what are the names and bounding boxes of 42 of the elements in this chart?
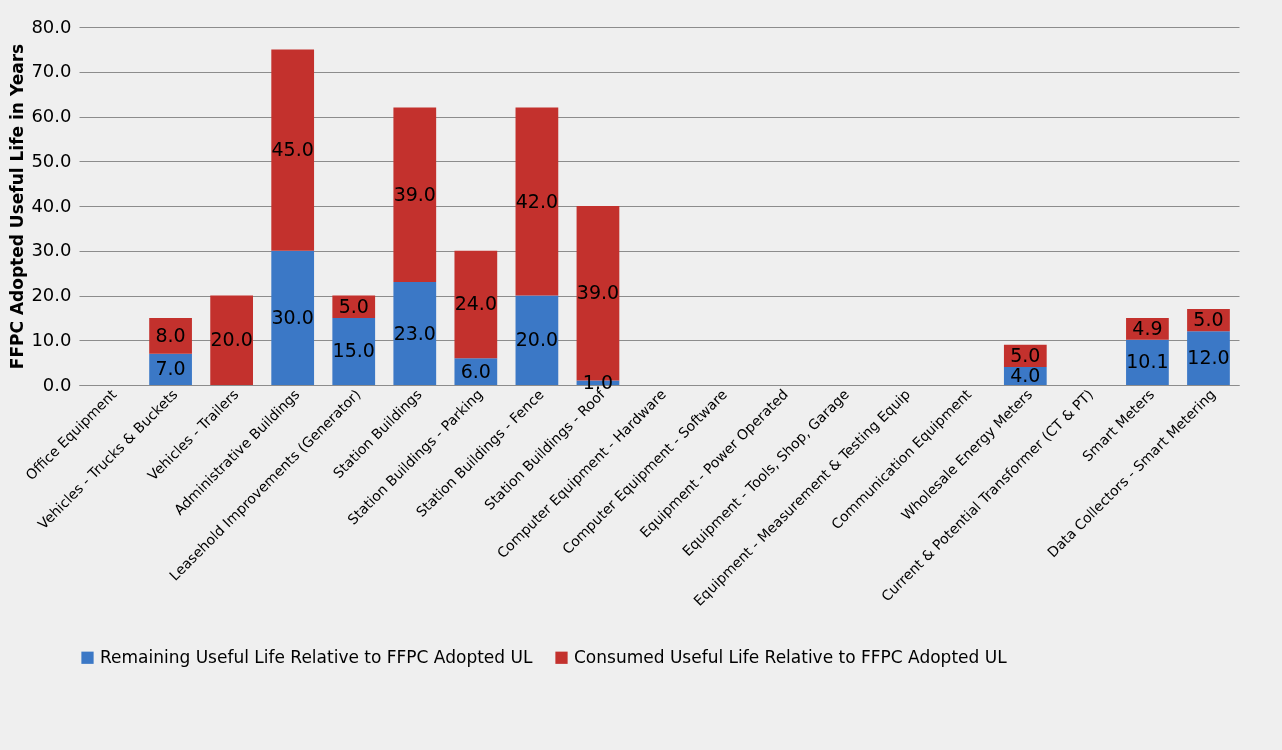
y-tick-label: 20.0 <box>31 284 72 305</box>
data-label: 39.0 <box>576 281 620 304</box>
y-tick-label: 80.0 <box>31 15 72 37</box>
data-label: 5.0 <box>338 294 369 317</box>
y-axis-title: FFPC Adopted Useful Life in Years <box>7 43 28 370</box>
data-label: 20.0 <box>210 328 253 351</box>
data-label: 23.0 <box>393 321 436 344</box>
bar <box>271 250 315 385</box>
data-label: 45.0 <box>271 138 314 161</box>
data-label: 42.0 <box>515 189 559 212</box>
bar <box>454 250 498 359</box>
y-tick-label: 40.0 <box>31 194 72 216</box>
bar <box>1187 331 1230 385</box>
data-label: 20.0 <box>515 328 559 351</box>
y-tick-label: 0.0 <box>42 373 72 395</box>
bar <box>515 295 559 385</box>
data-label: 10.1 <box>1126 350 1169 373</box>
y-tick-label: 70.0 <box>31 60 72 82</box>
data-label: 12.0 <box>1187 346 1230 369</box>
data-label: 24.0 <box>454 292 497 315</box>
bar <box>393 282 437 385</box>
bar <box>271 49 315 251</box>
data-label: 6.0 <box>460 359 491 382</box>
y-tick-label: 10.0 <box>31 328 72 350</box>
data-label: 7.0 <box>155 357 186 380</box>
bar <box>332 317 376 385</box>
y-tick-label: 60.0 <box>31 105 72 126</box>
data-label: 5.0 <box>1010 343 1041 366</box>
data-label: 5.0 <box>1193 308 1224 331</box>
legend-label: Consumed Useful Life Relative to FFPC Adopted UL <box>574 646 1008 667</box>
data-label: 8.0 <box>155 323 186 346</box>
legend-label: Remaining Useful Life Relative to FFPC Adopted UL <box>100 646 533 667</box>
data-label: 30.0 <box>271 305 314 328</box>
data-label: 15.0 <box>332 339 375 362</box>
data-label: 39.0 <box>393 182 436 205</box>
y-tick-label: 50.0 <box>31 149 72 171</box>
bar <box>393 107 437 283</box>
bar <box>515 107 559 296</box>
y-tick-label: 30.0 <box>31 239 72 261</box>
data-label: 4.0 <box>1010 364 1041 387</box>
data-label: 4.9 <box>1132 316 1163 339</box>
bar <box>210 295 253 385</box>
